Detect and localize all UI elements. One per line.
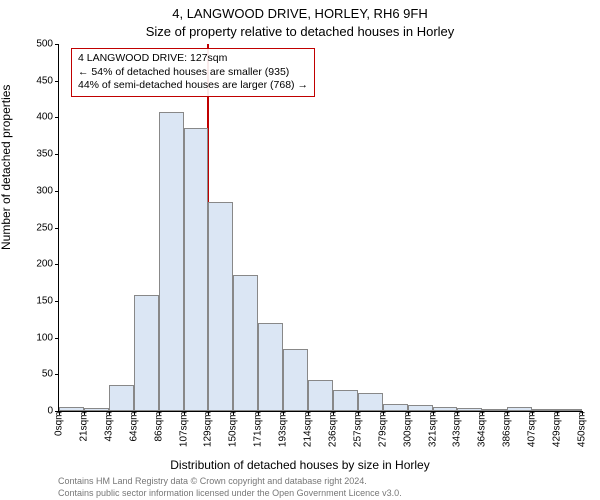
y-tick-label: 400 xyxy=(23,112,53,123)
y-tick-label: 0 xyxy=(23,406,53,417)
x-tick-mark xyxy=(482,411,483,415)
histogram-bar xyxy=(283,349,308,411)
x-tick-mark xyxy=(532,411,533,415)
x-tick-mark xyxy=(433,411,434,415)
histogram-bar xyxy=(184,128,209,411)
y-tick-label: 50 xyxy=(23,369,53,380)
x-tick-mark xyxy=(383,411,384,415)
x-tick-mark xyxy=(308,411,309,415)
annotation-line: ← 54% of detached houses are smaller (93… xyxy=(78,66,308,80)
chart-title-sub: Size of property relative to detached ho… xyxy=(0,24,600,39)
histogram-bar xyxy=(507,407,532,411)
x-tick-label: 321sqm xyxy=(427,412,438,448)
y-tick-mark xyxy=(55,338,59,339)
chart-title-main: 4, LANGWOOD DRIVE, HORLEY, RH6 9FH xyxy=(0,6,600,21)
histogram-bar xyxy=(308,380,333,411)
x-tick-mark xyxy=(59,411,60,415)
attribution-line-1: Contains HM Land Registry data © Crown c… xyxy=(58,476,367,486)
x-tick-label: 193sqm xyxy=(278,412,289,448)
x-tick-label: 386sqm xyxy=(502,412,513,448)
histogram-bar xyxy=(433,407,458,411)
histogram-bar xyxy=(159,112,184,411)
y-tick-label: 350 xyxy=(23,149,53,160)
x-tick-label: 64sqm xyxy=(128,412,139,442)
x-tick-mark xyxy=(582,411,583,415)
x-tick-label: 107sqm xyxy=(178,412,189,448)
y-tick-mark xyxy=(55,374,59,375)
y-axis-label: Number of detached properties xyxy=(0,85,13,250)
x-tick-mark xyxy=(184,411,185,415)
histogram-bar xyxy=(358,393,383,411)
y-tick-mark xyxy=(55,117,59,118)
x-tick-mark xyxy=(507,411,508,415)
x-tick-mark xyxy=(84,411,85,415)
histogram-bar xyxy=(59,407,84,411)
x-tick-mark xyxy=(134,411,135,415)
x-tick-label: 0sqm xyxy=(54,412,65,436)
x-tick-label: 429sqm xyxy=(552,412,563,448)
y-tick-label: 150 xyxy=(23,295,53,306)
x-tick-label: 343sqm xyxy=(452,412,463,448)
x-tick-label: 236sqm xyxy=(327,412,338,448)
x-tick-label: 279sqm xyxy=(377,412,388,448)
y-tick-mark xyxy=(55,301,59,302)
x-tick-mark xyxy=(457,411,458,415)
histogram-bar xyxy=(258,323,283,411)
x-tick-mark xyxy=(358,411,359,415)
y-tick-label: 500 xyxy=(23,39,53,50)
x-tick-mark xyxy=(159,411,160,415)
histogram-bar xyxy=(408,405,433,411)
x-tick-label: 257sqm xyxy=(352,412,363,448)
histogram-bar xyxy=(208,202,233,411)
y-tick-label: 450 xyxy=(23,75,53,86)
y-tick-mark xyxy=(55,81,59,82)
x-tick-label: 364sqm xyxy=(477,412,488,448)
x-tick-label: 43sqm xyxy=(103,412,114,442)
x-tick-label: 450sqm xyxy=(577,412,588,448)
x-tick-label: 171sqm xyxy=(253,412,264,448)
histogram-bar xyxy=(333,390,358,411)
annotation-line: 44% of semi-detached houses are larger (… xyxy=(78,79,308,93)
x-tick-label: 129sqm xyxy=(203,412,214,448)
x-tick-label: 300sqm xyxy=(402,412,413,448)
x-tick-mark xyxy=(557,411,558,415)
y-tick-mark xyxy=(55,154,59,155)
x-tick-mark xyxy=(408,411,409,415)
x-tick-mark xyxy=(109,411,110,415)
plot-area: 4 LANGWOOD DRIVE: 127sqm← 54% of detache… xyxy=(58,44,582,412)
y-tick-label: 300 xyxy=(23,185,53,196)
annotation-line: 4 LANGWOOD DRIVE: 127sqm xyxy=(78,52,308,66)
x-tick-label: 21sqm xyxy=(78,412,89,442)
x-axis-label: Distribution of detached houses by size … xyxy=(0,458,600,472)
x-tick-label: 150sqm xyxy=(228,412,239,448)
histogram-bar xyxy=(233,275,258,411)
x-tick-label: 86sqm xyxy=(153,412,164,442)
x-tick-mark xyxy=(283,411,284,415)
x-tick-label: 407sqm xyxy=(527,412,538,448)
attribution-line-2: Contains public sector information licen… xyxy=(58,488,402,498)
x-tick-label: 214sqm xyxy=(303,412,314,448)
y-tick-mark xyxy=(55,264,59,265)
histogram-bar xyxy=(134,295,159,411)
x-tick-mark xyxy=(258,411,259,415)
y-tick-mark xyxy=(55,191,59,192)
x-tick-mark xyxy=(208,411,209,415)
annotation-box: 4 LANGWOOD DRIVE: 127sqm← 54% of detache… xyxy=(71,48,315,97)
y-tick-mark xyxy=(55,228,59,229)
property-size-chart: 4, LANGWOOD DRIVE, HORLEY, RH6 9FH Size … xyxy=(0,0,600,500)
histogram-bar xyxy=(383,404,408,411)
histogram-bar xyxy=(109,385,134,411)
y-tick-label: 100 xyxy=(23,332,53,343)
y-tick-label: 250 xyxy=(23,222,53,233)
x-tick-mark xyxy=(233,411,234,415)
y-tick-label: 200 xyxy=(23,259,53,270)
y-tick-mark xyxy=(55,44,59,45)
x-tick-mark xyxy=(333,411,334,415)
